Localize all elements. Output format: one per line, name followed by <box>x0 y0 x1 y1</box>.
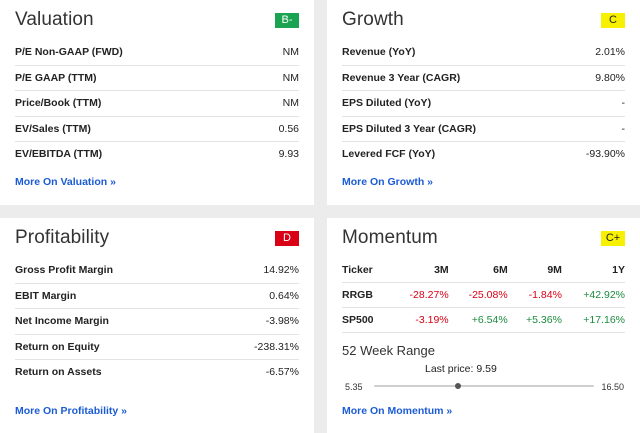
metric-row: EBIT Margin 0.64% <box>15 284 299 309</box>
metric-row: Price/Book (TTM) NM <box>15 91 299 117</box>
return-cell: -3.19% <box>389 307 449 333</box>
range-low-value: 5.35 <box>345 382 363 392</box>
profitability-card: Profitability D Gross Profit Margin 14.92… <box>0 218 314 433</box>
metric-label: Revenue (YoY) <box>342 46 416 59</box>
valuation-metrics-list: P/E Non-GAAP (FWD) NM P/E GAAP (TTM) NM Pr… <box>15 40 299 167</box>
table-row: RRGB -28.27% -25.08% -1.84% +42.92% <box>342 282 625 308</box>
52-week-range-title: 52 Week Range <box>342 343 435 358</box>
valuation-card: Valuation B- P/E Non-GAAP (FWD) NM P/E GA… <box>0 0 314 205</box>
valuation-grade-badge: B- <box>275 13 299 28</box>
metric-row: Levered FCF (YoY) -93.90% <box>342 142 625 167</box>
metric-label: Return on Assets <box>15 366 102 379</box>
metric-row: EV/Sales (TTM) 0.56 <box>15 117 299 142</box>
momentum-title: Momentum <box>342 227 438 248</box>
return-cell: -28.27% <box>389 282 449 308</box>
return-cell: -25.08% <box>448 282 508 308</box>
metric-row: Revenue (YoY) 2.01% <box>342 40 625 66</box>
52-week-range-track <box>374 383 594 389</box>
return-cell: +17.16% <box>561 307 625 333</box>
metric-label: Return on Equity <box>15 340 100 353</box>
return-cell: -1.84% <box>507 282 562 308</box>
metric-label: P/E Non-GAAP (FWD) <box>15 46 123 59</box>
growth-grade-badge: C <box>601 13 625 28</box>
metric-row: Net Income Margin -3.98% <box>15 309 299 335</box>
metric-value: 2.01% <box>595 46 625 59</box>
metric-label: EV/Sales (TTM) <box>15 122 91 135</box>
column-header-9m: 9M <box>507 258 562 283</box>
more-on-growth-link[interactable]: More On Growth » <box>342 176 434 188</box>
column-header-6m: 6M <box>448 258 508 283</box>
metric-value: NM <box>282 97 299 110</box>
more-on-profitability-link[interactable]: More On Profitability » <box>15 405 128 417</box>
growth-card: Growth C Revenue (YoY) 2.01% Revenue 3 Ye… <box>327 0 640 205</box>
momentum-grade-badge: C+ <box>601 231 625 246</box>
range-high-value: 16.50 <box>601 382 624 392</box>
more-on-momentum-link[interactable]: More On Momentum » <box>342 405 453 417</box>
valuation-header: Valuation B- <box>15 0 299 40</box>
metric-value: -93.90% <box>585 148 625 161</box>
metric-label: Revenue 3 Year (CAGR) <box>342 71 461 84</box>
metric-value: 14.92% <box>263 264 299 277</box>
metric-label: EV/EBITDA (TTM) <box>15 148 103 161</box>
table-row: SP500 -3.19% +6.54% +5.36% +17.16% <box>342 307 625 333</box>
last-price-marker <box>454 383 461 389</box>
growth-metrics-list: Revenue (YoY) 2.01% Revenue 3 Year (CAGR)… <box>342 40 625 167</box>
growth-title: Growth <box>342 9 404 30</box>
momentum-header: Momentum C+ <box>342 218 625 258</box>
column-header-3m: 3M <box>389 258 449 283</box>
momentum-table: Ticker 3M 6M 9M 1Y RRGB -28.27% -25.08% … <box>342 258 625 333</box>
more-on-valuation-link[interactable]: More On Valuation » <box>15 176 116 188</box>
metric-value: -3.98% <box>265 315 299 328</box>
column-header-1y: 1Y <box>561 258 625 283</box>
profitability-header: Profitability D <box>15 218 299 258</box>
metric-value: 9.93 <box>278 148 299 161</box>
metric-value: - <box>621 97 626 110</box>
momentum-card: Momentum C+ Ticker 3M 6M 9M 1Y RRGB -28.… <box>327 218 640 433</box>
metric-row: EV/EBITDA (TTM) 9.93 <box>15 142 299 167</box>
metric-row: Gross Profit Margin 14.92% <box>15 258 299 284</box>
metric-label: P/E GAAP (TTM) <box>15 71 97 84</box>
ticker-cell: RRGB <box>342 282 390 308</box>
metric-value: -6.57% <box>265 366 299 379</box>
metric-label: Price/Book (TTM) <box>15 97 102 110</box>
metric-row: EPS Diluted 3 Year (CAGR) - <box>342 117 626 142</box>
metric-label: EPS Diluted 3 Year (CAGR) <box>342 122 477 135</box>
return-cell: +6.54% <box>448 307 508 333</box>
metric-label: EPS Diluted (YoY) <box>342 97 432 110</box>
metric-label: Net Income Margin <box>15 315 109 328</box>
metric-value: -238.31% <box>254 340 299 353</box>
metric-row: P/E Non-GAAP (FWD) NM <box>15 40 299 66</box>
return-cell: +5.36% <box>507 307 562 333</box>
metric-label: EBIT Margin <box>15 289 77 302</box>
metric-value: 0.56 <box>278 122 299 135</box>
valuation-title: Valuation <box>15 9 94 30</box>
last-price-label: Last price: 9.59 <box>425 363 497 375</box>
return-cell: +42.92% <box>561 282 625 308</box>
metric-value: 0.64% <box>269 289 299 302</box>
metric-value: - <box>621 122 626 135</box>
metric-row: Revenue 3 Year (CAGR) 9.80% <box>342 66 625 91</box>
column-header-ticker: Ticker <box>342 258 390 283</box>
metric-value: NM <box>282 46 299 59</box>
ticker-cell: SP500 <box>342 307 390 333</box>
metric-value: 9.80% <box>595 71 625 84</box>
metric-label: Levered FCF (YoY) <box>342 148 436 161</box>
profitability-title: Profitability <box>15 227 110 248</box>
metric-row: Return on Assets -6.57% <box>15 360 299 385</box>
metric-row: P/E GAAP (TTM) NM <box>15 66 299 91</box>
momentum-table-header-row: Ticker 3M 6M 9M 1Y <box>342 258 625 283</box>
metric-row: EPS Diluted (YoY) - <box>342 91 625 117</box>
profitability-metrics-list: Gross Profit Margin 14.92% EBIT Margin 0.6… <box>15 258 299 385</box>
metric-value: NM <box>282 71 299 84</box>
growth-header: Growth C <box>342 0 625 40</box>
profitability-grade-badge: D <box>275 231 299 246</box>
metric-label: Gross Profit Margin <box>15 264 114 277</box>
metric-row: Return on Equity -238.31% <box>15 335 299 360</box>
